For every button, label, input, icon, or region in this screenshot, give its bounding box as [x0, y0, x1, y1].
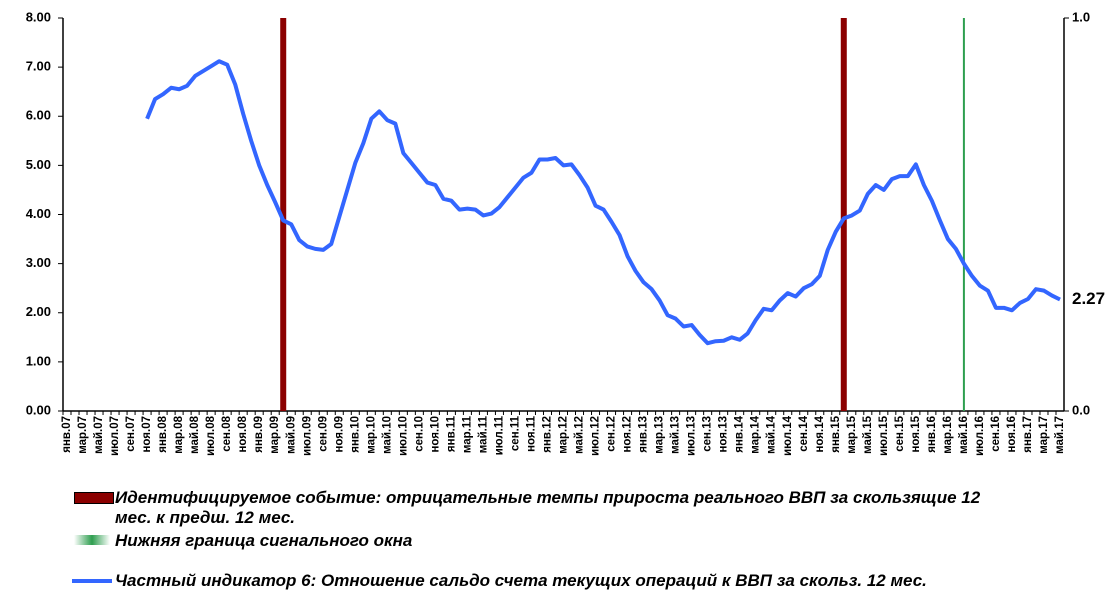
x-tick-label: янв.08 — [157, 415, 169, 452]
x-tick-label: июл.10 — [397, 416, 409, 456]
x-tick-label: май.11 — [477, 415, 489, 453]
y-tick-label: 7.00 — [26, 59, 51, 74]
x-tick-label: июл.14 — [782, 415, 794, 456]
x-tick-label: сен.08 — [221, 415, 233, 451]
x-tick-label: ноя.09 — [333, 416, 345, 453]
x-tick-label: май.07 — [93, 416, 105, 454]
x-tick-label: мар.12 — [558, 416, 570, 454]
y-tick-label: 8.00 — [26, 9, 51, 24]
x-tick-label: янв.10 — [349, 416, 361, 453]
x-tick-label: июл.13 — [686, 416, 698, 456]
x-tick-label: июл.12 — [590, 416, 602, 456]
y-tick-label: 0.00 — [26, 402, 51, 417]
x-tick-label: мар.14 — [750, 415, 762, 453]
x-tick-label: янв.14 — [734, 415, 746, 452]
x-tick-label: мар.07 — [77, 416, 89, 454]
x-tick-label: янв.12 — [542, 416, 554, 453]
x-tick-label: мар.11 — [461, 415, 473, 453]
x-tick-label: сен.13 — [702, 416, 714, 452]
x-tick-label: сен.11 — [509, 415, 521, 451]
data-label: 2.27 — [1072, 289, 1105, 308]
x-tick-label: сен.07 — [125, 416, 137, 452]
x-tick-label: май.09 — [285, 416, 297, 454]
x-tick-label: сен.12 — [606, 416, 618, 452]
y-tick-label: 3.00 — [26, 255, 51, 270]
x-tick-label: май.13 — [670, 416, 682, 454]
x-tick-label: ноя.13 — [718, 416, 730, 453]
x-tick-label: янв.15 — [830, 415, 842, 452]
event-bar — [280, 18, 287, 411]
x-tick-label: сен.15 — [894, 415, 906, 451]
x-tick-label: июл.09 — [301, 416, 313, 456]
x-tick-label: мар.17 — [1038, 416, 1050, 454]
x-tick-label: янв.11 — [445, 415, 457, 452]
data-line — [145, 59, 1061, 346]
legend-label: Частный индикатор 6: Отношение сальдо сч… — [115, 571, 927, 590]
x-tick-label: янв.13 — [638, 416, 650, 453]
x-tick-label: июл.15 — [878, 415, 890, 456]
legend-swatch — [74, 535, 110, 545]
y-tick-label: 2.00 — [26, 304, 51, 319]
x-tick-label: ноя.12 — [622, 416, 634, 453]
x-tick-label: ноя.15 — [910, 415, 922, 452]
x-tick-label: май.12 — [574, 416, 586, 454]
y2-tick-label: 1.0 — [1072, 9, 1090, 24]
x-tick-label: мар.10 — [365, 416, 377, 454]
x-tick-label: май.16 — [958, 416, 970, 454]
x-tick-label: сен.14 — [798, 415, 810, 451]
x-tick-label: июл.16 — [974, 416, 986, 456]
x-tick-label: ноя.11 — [525, 415, 537, 451]
x-tick-label: янв.16 — [926, 416, 938, 453]
x-tick-label: июл.11 — [493, 415, 505, 455]
x-tick-label: сен.10 — [413, 416, 425, 452]
y2-tick-label: 0.0 — [1072, 402, 1090, 417]
x-tick-label: янв.07 — [61, 416, 73, 453]
y-tick-label: 4.00 — [26, 206, 51, 221]
y-tick-label: 5.00 — [26, 157, 51, 172]
legend-label: Идентифицируемое событие: отрицательные … — [115, 488, 981, 527]
x-tick-label: ноя.16 — [1006, 416, 1018, 453]
x-tick-label: май.10 — [381, 416, 393, 454]
x-tick-label: июл.07 — [109, 416, 121, 456]
legend-label: Нижняя граница сигнального окна — [115, 531, 413, 550]
legend-swatch — [74, 492, 114, 504]
x-tick-label: мар.16 — [942, 416, 954, 454]
x-tick-label: май.15 — [862, 415, 874, 453]
legend-swatch — [72, 579, 112, 583]
x-tick-label: май.17 — [1054, 416, 1066, 454]
x-tick-label: мар.09 — [269, 416, 281, 454]
x-tick-label: май.08 — [189, 415, 201, 453]
x-tick-label: сен.09 — [317, 416, 329, 452]
x-tick-label: янв.09 — [253, 416, 265, 453]
x-tick-label: июл.08 — [205, 415, 217, 456]
x-tick-label: ноя.14 — [814, 415, 826, 452]
y-tick-label: 6.00 — [26, 108, 51, 123]
y-tick-label: 1.00 — [26, 353, 51, 368]
x-tick-label: ноя.10 — [429, 416, 441, 453]
x-tick-label: ноя.07 — [141, 416, 153, 453]
x-tick-label: ноя.08 — [237, 415, 249, 452]
x-tick-label: сен.16 — [990, 416, 1002, 452]
x-tick-label: мар.15 — [846, 415, 858, 453]
x-tick-label: мар.13 — [654, 416, 666, 454]
x-tick-label: мар.08 — [173, 415, 185, 453]
event-bar — [962, 18, 965, 411]
event-bar — [840, 18, 847, 411]
x-tick-label: янв.17 — [1022, 416, 1034, 453]
x-tick-label: май.14 — [766, 415, 778, 453]
